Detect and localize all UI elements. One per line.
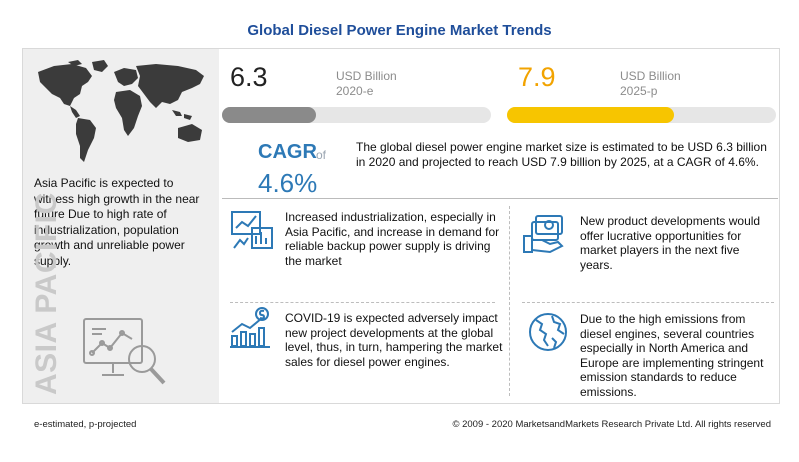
divider [222, 198, 778, 199]
analysis-magnifier-icon [83, 318, 166, 385]
stat-2025-value: 7.9 [518, 62, 556, 92]
infographic-frame [22, 48, 780, 404]
stat-2025-bar [507, 107, 776, 123]
footer-copyright: © 2009 - 2020 MarketsandMarkets Research… [452, 419, 771, 430]
vertical-divider [509, 206, 510, 396]
footer-note: e-estimated, p-projected [34, 419, 137, 430]
card-product-developments-text: New product developments would offer luc… [580, 214, 761, 272]
asia-pacific-vertical-label: ASIA PACIFIC [30, 192, 63, 395]
market-summary-text: The global diesel power engine market si… [356, 140, 767, 169]
industrial-chart-icon [231, 211, 273, 249]
cagr-label: CAGR [258, 141, 317, 163]
card-divider [230, 302, 495, 303]
stat-2025-unit: USD Billion [620, 69, 681, 83]
page-title: Global Diesel Power Engine Market Trends [247, 22, 552, 39]
stat-2020-bar-fill [222, 107, 317, 123]
cagr-value: 4.6% [258, 168, 318, 198]
card-divider [522, 302, 774, 303]
stat-2020-unit: USD Billion [336, 69, 397, 83]
money-hand-icon [523, 215, 564, 254]
stat-2020-bar [222, 107, 491, 123]
dollar-growth-icon [230, 307, 270, 348]
cagr-of-label: of [316, 148, 327, 162]
stat-2020-value: 6.3 [230, 62, 268, 92]
world-map-icon [38, 60, 204, 162]
globe-icon [529, 313, 567, 351]
stat-2025-year: 2025-p [620, 84, 658, 98]
card-emissions-text: Due to the high emissions from diesel en… [580, 312, 764, 399]
card-covid-text: COVID-19 is expected adversely impact ne… [285, 311, 503, 369]
card-industrialization-text: Increased industrialization, especially … [285, 210, 500, 268]
asia-pacific-text: Asia Pacific is expected to witness high… [34, 176, 200, 268]
stat-2025-bar-fill [507, 107, 674, 123]
stat-2020-year: 2020-e [336, 84, 374, 98]
